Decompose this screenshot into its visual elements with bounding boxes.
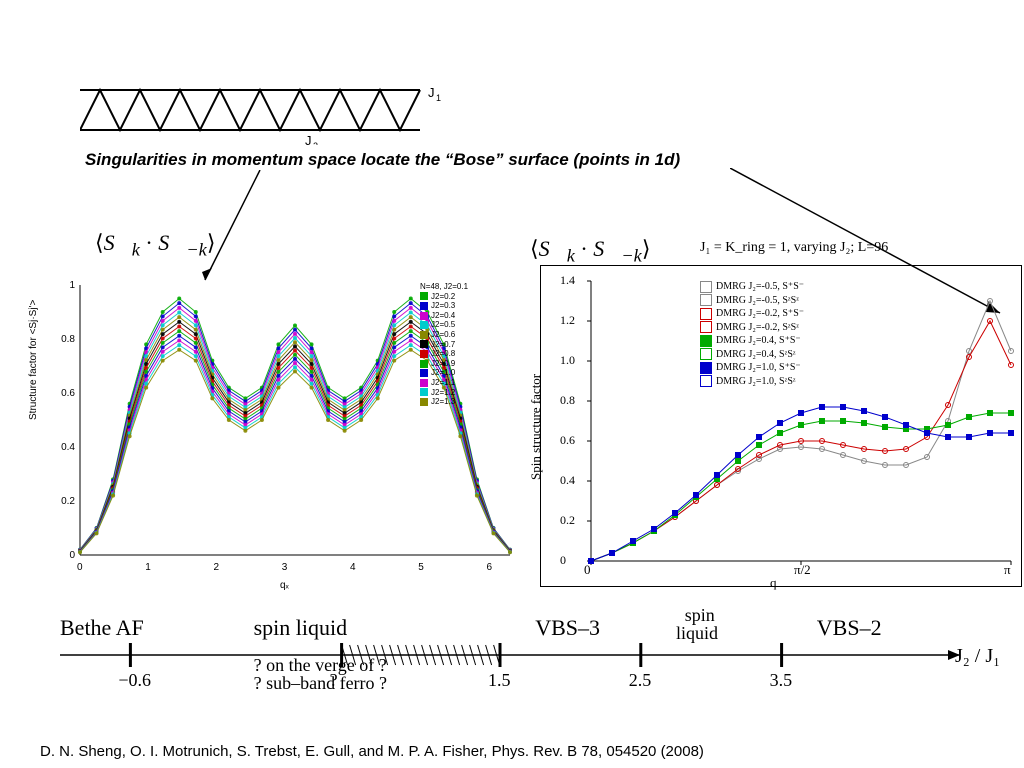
phase-tick-label: 1.5 — [488, 670, 511, 691]
legend-entry: J2=0.3 — [420, 301, 468, 311]
legend-entry: DMRG J₂=0.4, SᶻSᶻ — [700, 348, 804, 362]
phase-tick-label: 2.5 — [629, 670, 652, 691]
svg-text:2: 2 — [313, 141, 318, 145]
legend-entry: DMRG J₂=1.0, SᶻSᶻ — [700, 375, 804, 389]
phase-label: liquid — [676, 623, 718, 644]
phase-label: spin liquid — [254, 615, 348, 641]
right-chart-legend: DMRG J₂=-0.5, S⁺S⁻DMRG J₂=-0.5, SᶻSᶻDMRG… — [700, 280, 804, 388]
main-statement: Singularities in momentum space locate t… — [85, 150, 680, 170]
legend-entry: J2=0.7 — [420, 340, 468, 350]
legend-entry: DMRG J₂=-0.5, SᶻSᶻ — [700, 294, 804, 308]
formula-left: ⟨S⃗k · S⃗−k⟩ — [95, 230, 215, 260]
citation: D. N. Sheng, O. I. Motrunich, S. Trebst,… — [40, 743, 704, 760]
formula-right: ⟨S⃗k · S⃗−k⟩ — [530, 236, 650, 266]
legend-entry: J2=0.9 — [420, 359, 468, 369]
phase-label: VBS–2 — [817, 615, 882, 641]
legend-entry: J2=1.2 — [420, 388, 468, 398]
left-chart-legend: N=48, J2=0.1J2=0.2J2=0.3J2=0.4J2=0.5J2=0… — [420, 282, 468, 407]
legend-entry: J2=0.2 — [420, 292, 468, 302]
svg-text:J: J — [305, 133, 312, 145]
phase-axis-label: J₂ / J₁ — [955, 645, 1000, 668]
phase-tick-label: ? — [330, 670, 338, 691]
phase-label: ? sub–band ferro ? — [254, 673, 387, 694]
legend-entry: DMRG J₂=-0.2, S⁺S⁻ — [700, 307, 804, 321]
legend-entry: J2=0.4 — [420, 311, 468, 321]
svg-text:J: J — [428, 85, 435, 100]
left-chart-ylabel: Structure factor for <Sj·Sj'> — [28, 300, 39, 420]
phase-tick-label: −0.6 — [118, 670, 151, 691]
svg-text:1: 1 — [436, 93, 441, 103]
legend-entry: J2=1.3 — [420, 397, 468, 407]
legend-entry: J2=0.8 — [420, 349, 468, 359]
legend-entry: J2=0.5 — [420, 320, 468, 330]
right-chart-ylabel: Spin structure factor — [528, 374, 544, 480]
legend-entry: J2=0.6 — [420, 330, 468, 340]
right-chart-title: J₁ = K_ring = 1, varying J₂; L=96 — [700, 240, 888, 256]
legend-entry: DMRG J₂=1.0, S⁺S⁻ — [700, 361, 804, 375]
legend-entry: J2=1.1 — [420, 378, 468, 388]
legend-entry: DMRG J₂=0.4, S⁺S⁻ — [700, 334, 804, 348]
legend-entry: DMRG J₂=-0.5, S⁺S⁻ — [700, 280, 804, 294]
legend-entry: J2=1.0 — [420, 368, 468, 378]
phase-label: VBS–3 — [535, 615, 600, 641]
phase-diagram: Bethe AFspin liquid? on the verge of ?? … — [60, 615, 980, 715]
phase-label: Bethe AF — [60, 615, 144, 641]
phase-tick-label: 3.5 — [770, 670, 793, 691]
right-chart-xlabel: q — [770, 575, 777, 591]
lattice-diagram: J1 J2 — [80, 85, 460, 145]
left-chart-xlabel: qₓ — [280, 580, 289, 591]
legend-title: N=48, J2=0.1 — [420, 282, 468, 292]
legend-entry: DMRG J₂=-0.2, SᶻSᶻ — [700, 321, 804, 335]
